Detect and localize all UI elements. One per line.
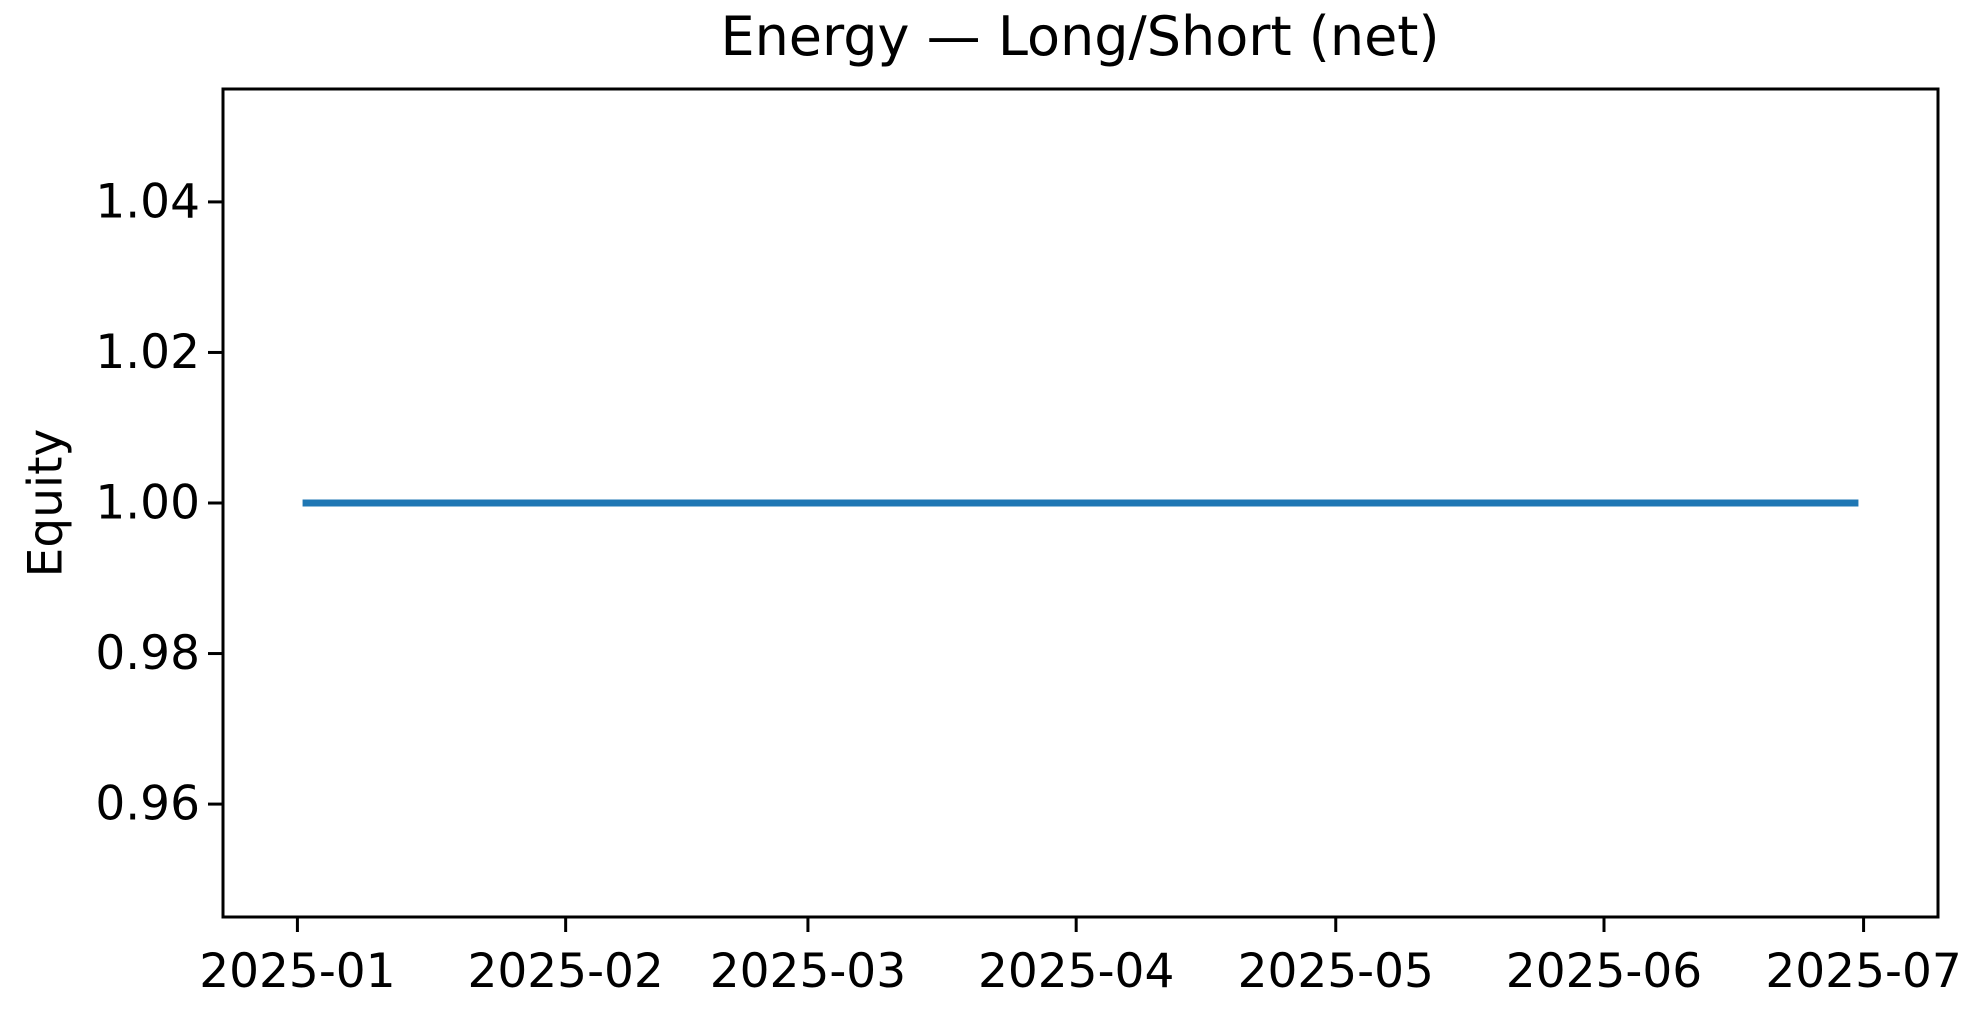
- y-tick-label: 1.04: [95, 174, 200, 229]
- y-axis-ticks: 0.96 0.98 1.00 1.02 1.04: [95, 174, 223, 832]
- y-tick-label: 0.98: [95, 626, 200, 681]
- y-tick-label: 0.96: [95, 777, 200, 832]
- chart-title: Energy — Long/Short (net): [720, 5, 1439, 68]
- x-tick-label: 2025-06: [1506, 944, 1702, 999]
- x-tick-label: 2025-05: [1238, 944, 1434, 999]
- x-tick-label: 2025-03: [710, 944, 906, 999]
- x-tick-label: 2025-02: [467, 944, 663, 999]
- y-axis-label: Equity: [19, 429, 74, 578]
- y-tick-label: 1.00: [95, 476, 200, 531]
- x-axis-ticks: 2025-01 2025-02 2025-03 2025-04 2025-05 2025-…: [199, 917, 1962, 999]
- x-tick-label: 2025-01: [199, 944, 395, 999]
- x-tick-label: 2025-04: [978, 944, 1174, 999]
- y-tick-label: 1.02: [95, 325, 200, 380]
- x-tick-label: 2025-07: [1765, 944, 1961, 999]
